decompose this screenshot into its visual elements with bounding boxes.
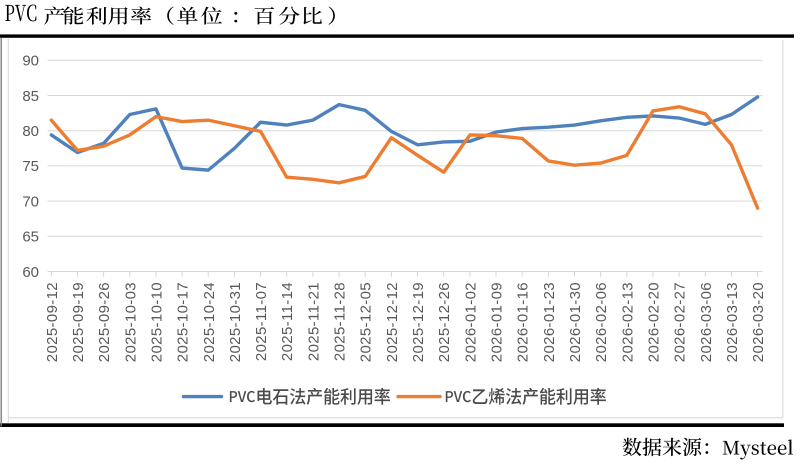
svg-text:2025-10-17: 2025-10-17 — [175, 282, 192, 362]
svg-text:70: 70 — [22, 193, 39, 210]
svg-text:2026-02-13: 2026-02-13 — [619, 282, 636, 362]
svg-text:2025-09-12: 2025-09-12 — [44, 282, 61, 362]
svg-text:2025-10-10: 2025-10-10 — [148, 282, 165, 362]
svg-text:80: 80 — [22, 123, 39, 140]
svg-text:90: 90 — [22, 53, 39, 70]
svg-text:2025-12-19: 2025-12-19 — [410, 282, 427, 362]
svg-text:2026-03-20: 2026-03-20 — [750, 282, 767, 362]
svg-text:2026-02-06: 2026-02-06 — [593, 282, 610, 362]
svg-text:2025-10-31: 2025-10-31 — [227, 282, 244, 362]
svg-text:2026-02-27: 2026-02-27 — [672, 282, 689, 362]
svg-text:2026-01-16: 2026-01-16 — [515, 282, 532, 362]
svg-text:2025-09-19: 2025-09-19 — [70, 282, 87, 362]
svg-text:2025-11-14: 2025-11-14 — [279, 282, 296, 361]
svg-text:2026-01-09: 2026-01-09 — [489, 282, 506, 362]
svg-text:2025-10-03: 2025-10-03 — [122, 282, 139, 362]
svg-text:2025-12-12: 2025-12-12 — [384, 282, 401, 362]
svg-text:65: 65 — [22, 229, 39, 246]
svg-text:2025-12-05: 2025-12-05 — [358, 282, 375, 362]
svg-text:2026-01-23: 2026-01-23 — [541, 282, 558, 362]
svg-text:2026-03-13: 2026-03-13 — [724, 282, 741, 362]
svg-text:2025-10-24: 2025-10-24 — [201, 282, 218, 362]
svg-text:2025-09-26: 2025-09-26 — [96, 282, 113, 362]
svg-text:2025-11-28: 2025-11-28 — [332, 282, 349, 361]
svg-text:2026-03-06: 2026-03-06 — [698, 282, 715, 362]
svg-text:2026-01-02: 2026-01-02 — [462, 282, 479, 362]
svg-text:2025-11-07: 2025-11-07 — [253, 282, 270, 361]
svg-text:2026-02-20: 2026-02-20 — [645, 282, 662, 362]
svg-text:75: 75 — [22, 158, 39, 175]
svg-text:2025-12-26: 2025-12-26 — [436, 282, 453, 362]
svg-text:2025-11-21: 2025-11-21 — [305, 282, 322, 361]
svg-text:60: 60 — [22, 264, 39, 281]
svg-text:2026-01-30: 2026-01-30 — [567, 282, 584, 362]
svg-text:85: 85 — [22, 88, 39, 105]
